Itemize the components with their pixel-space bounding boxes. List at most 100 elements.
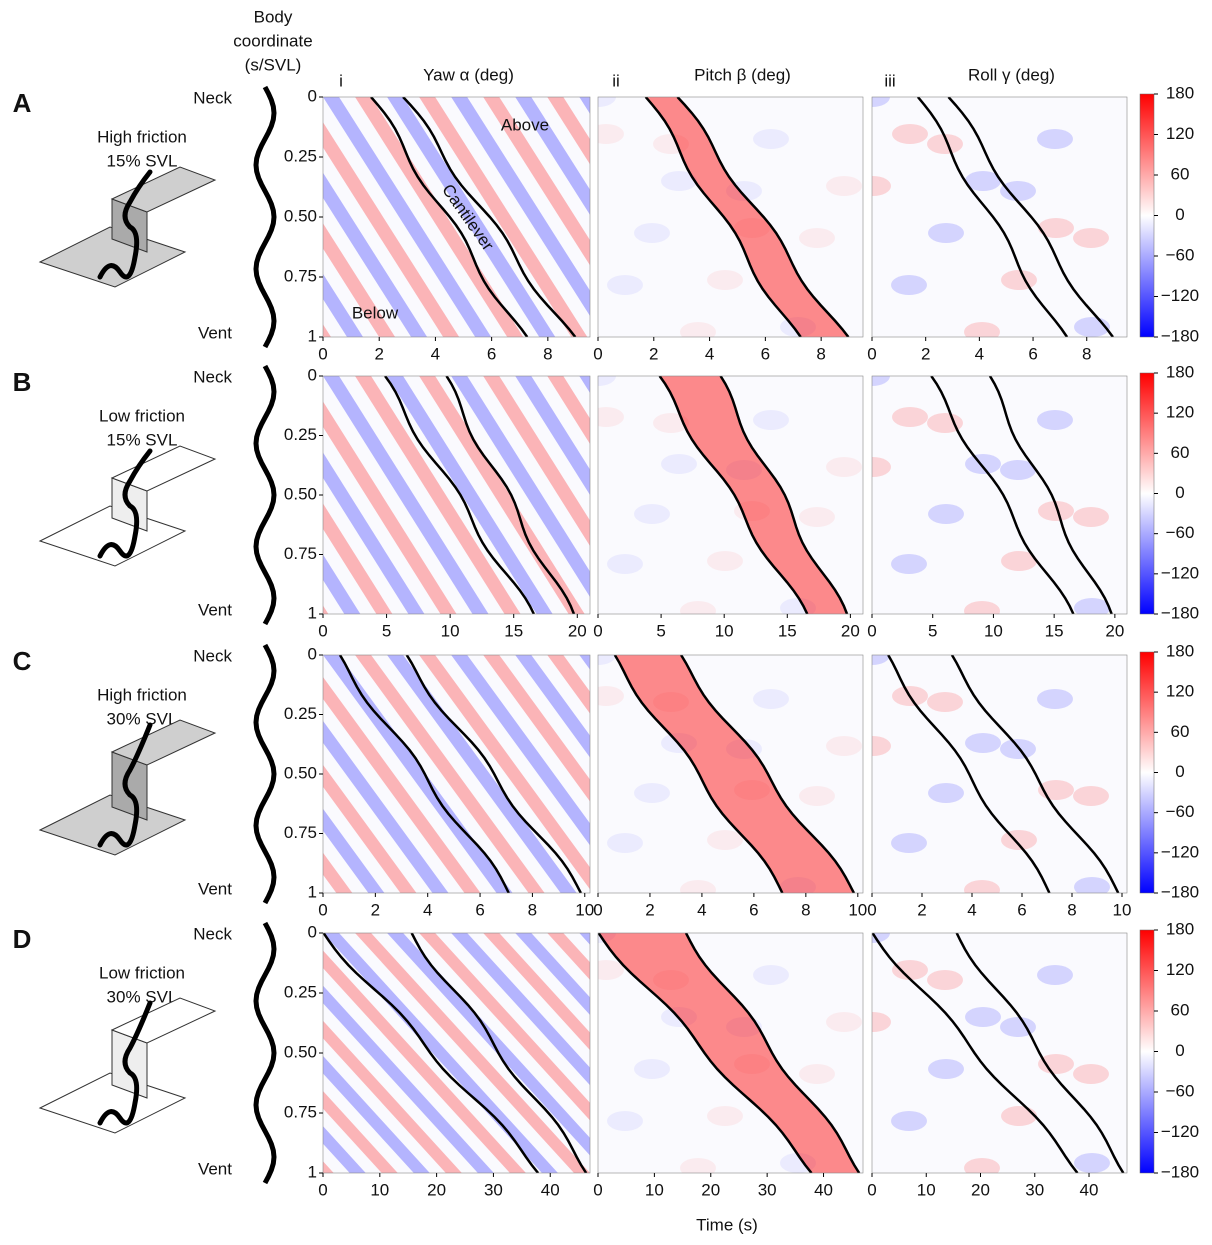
x-tick-label: 8 <box>816 344 825 363</box>
colorbar-tick-label: 60 <box>1171 1000 1190 1019</box>
stripe <box>323 676 481 893</box>
patch <box>726 460 762 480</box>
x-tick-label: 6 <box>475 900 484 919</box>
patch <box>826 176 862 196</box>
patch <box>634 1059 670 1079</box>
x-tick-label: 10 <box>1113 900 1132 919</box>
x-tick-label: 6 <box>487 344 496 363</box>
stripe <box>483 655 590 802</box>
boundary <box>930 376 1075 614</box>
patch <box>891 1111 927 1131</box>
patch <box>780 598 816 614</box>
boundary <box>370 97 529 337</box>
patch <box>872 1012 891 1032</box>
heatmap-bg <box>598 376 863 614</box>
patch <box>872 655 890 665</box>
x-tick-label: 6 <box>761 344 770 363</box>
boundary <box>887 655 1051 893</box>
colorbar <box>1139 93 1155 338</box>
stripe <box>579 655 590 670</box>
patch <box>598 407 624 427</box>
stripe <box>355 655 545 893</box>
y-tick-label: 0.25 <box>284 982 317 1001</box>
heatmap-bg <box>872 933 1127 1173</box>
stripe <box>323 1161 334 1173</box>
x-tick-label: 2 <box>649 344 658 363</box>
patch <box>707 1106 743 1126</box>
boundary <box>916 97 1069 337</box>
x-tick-label: 40 <box>1080 1180 1099 1199</box>
colorbar-tick-label: 0 <box>1175 1041 1184 1060</box>
heatmap-bg <box>872 376 1127 614</box>
y-tick-label: 0.50 <box>284 1042 317 1061</box>
patch <box>707 830 743 850</box>
heatmap-bg <box>323 97 590 337</box>
patch <box>965 171 1001 191</box>
stripe <box>323 554 361 614</box>
condition: Low friction <box>99 406 185 425</box>
patch <box>598 376 616 386</box>
patch <box>707 551 743 571</box>
patch <box>891 554 927 574</box>
patch <box>928 223 964 243</box>
boundary <box>684 933 861 1173</box>
heatmap <box>598 933 863 1173</box>
boundary <box>955 933 1125 1173</box>
patch <box>826 1012 862 1032</box>
patch <box>753 689 789 709</box>
patch <box>891 833 927 853</box>
snake-silhouette <box>253 643 277 905</box>
column-label: i <box>339 71 343 90</box>
vent-label: Vent <box>198 323 232 342</box>
stripe <box>323 1020 462 1173</box>
stripe <box>547 655 590 714</box>
x-tick-label: 0 <box>867 1180 876 1199</box>
stripe <box>579 933 590 945</box>
patch <box>891 275 927 295</box>
heatmap-bg <box>323 376 590 614</box>
snake-icon <box>97 1000 153 1126</box>
y-tick-label: 0 <box>308 365 317 384</box>
colorbar-tick-label: 120 <box>1166 960 1194 979</box>
boundary <box>410 933 588 1173</box>
x-tick-label: 5 <box>656 621 665 640</box>
x-tick-label: 2 <box>374 344 383 363</box>
x-tick-label: 4 <box>967 900 976 919</box>
boundary <box>323 933 540 1173</box>
stripe <box>323 122 460 337</box>
y-tick-label: 0.75 <box>284 823 317 842</box>
y-tick-label: 1 <box>308 882 317 901</box>
stripe <box>451 376 590 598</box>
patch <box>734 1054 770 1074</box>
heatmap-bg <box>598 933 863 1173</box>
patch <box>892 960 928 980</box>
vent-label: Vent <box>198 1159 232 1178</box>
colorbar-tick-label: 180 <box>1166 919 1194 938</box>
step-diagram <box>38 997 217 1134</box>
boundary <box>872 933 1079 1173</box>
condition: 30% SVL <box>107 987 178 1006</box>
patch <box>1000 460 1036 480</box>
step-top <box>110 445 217 492</box>
stripe <box>579 97 590 114</box>
row-letter: C <box>13 646 32 676</box>
snake-icon <box>97 722 153 848</box>
stripe <box>323 950 526 1173</box>
y-tick-label: 0.75 <box>284 1102 317 1121</box>
patch <box>1074 877 1110 893</box>
colorbar <box>1139 651 1155 894</box>
frame <box>597 932 864 1174</box>
patch <box>634 783 670 803</box>
stripe <box>323 720 449 893</box>
column-title: Roll γ (deg) <box>968 65 1055 84</box>
colorbar-tick-label: −120 <box>1161 842 1199 861</box>
frame <box>871 375 1128 615</box>
column-title: Yaw α (deg) <box>423 65 514 84</box>
boundary <box>950 655 1120 893</box>
stripe <box>419 933 590 1121</box>
column-label: ii <box>612 71 620 90</box>
boundary <box>988 376 1113 614</box>
patch <box>872 97 890 107</box>
y-tick-label: 0.75 <box>284 544 317 563</box>
condition: Low friction <box>99 963 185 982</box>
